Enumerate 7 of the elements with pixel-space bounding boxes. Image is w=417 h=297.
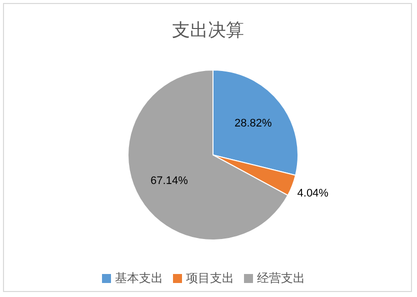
data-label: 67.14% (150, 175, 188, 188)
chart-title: 支出决算 (172, 20, 244, 40)
legend-label: 基本支出 (115, 271, 163, 285)
data-label: 28.82% (234, 118, 272, 130)
legend-label: 项目支出 (186, 271, 234, 285)
legend-label: 经营支出 (257, 271, 305, 285)
data-label: 4.04% (297, 187, 329, 200)
